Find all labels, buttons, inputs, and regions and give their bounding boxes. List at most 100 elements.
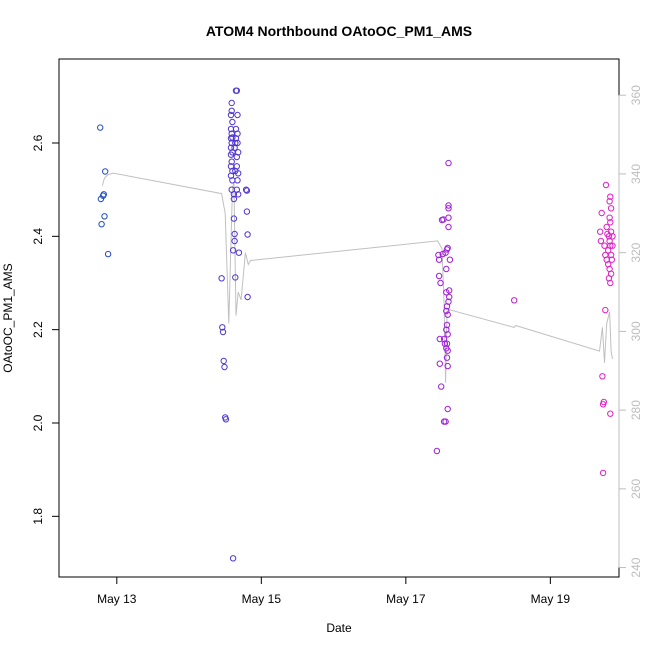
y2-tick-label: 260: [629, 478, 643, 498]
data-point: [597, 237, 605, 245]
data-point: [443, 321, 451, 329]
y2-tick-label: 280: [629, 400, 643, 420]
data-point: [437, 279, 444, 287]
y2-tick-label: 300: [629, 321, 643, 341]
data-point: [446, 287, 453, 294]
data-point: [435, 272, 443, 280]
y-axis-right: 240 260 280 300 320 340 360: [618, 85, 643, 578]
data-point: [444, 244, 451, 252]
data-point: [444, 347, 451, 354]
data-point: [443, 307, 450, 315]
data-point: [101, 213, 108, 220]
y2-tick-label: 360: [629, 85, 643, 105]
data-point: [444, 311, 451, 318]
data-point: [234, 177, 241, 184]
data-point: [606, 237, 613, 245]
data-point: [229, 118, 236, 126]
y2-tick-label: 320: [629, 242, 643, 262]
data-point: [233, 87, 241, 94]
y-axis-label: OAtoOC_PM1_AMS: [1, 263, 15, 372]
data-point: [608, 256, 615, 263]
data-point: [229, 134, 236, 141]
data-point: [228, 99, 235, 107]
chart-title: ATOM4 Northbound OAtoOC_PM1_AMS: [206, 23, 472, 39]
y-tick-label: 2.0: [31, 414, 45, 431]
data-point: [442, 418, 449, 425]
data-point: [444, 405, 451, 413]
data-point: [234, 130, 241, 137]
data-point: [244, 293, 251, 301]
data-point: [444, 362, 451, 370]
data-point: [446, 256, 454, 263]
x-tick-label: May 17: [386, 592, 426, 606]
data-point: [444, 331, 451, 338]
data-point: [607, 193, 614, 200]
data-point: [609, 233, 616, 240]
data-point: [607, 270, 615, 277]
data-point: [597, 228, 604, 235]
data-point: [231, 237, 238, 245]
data-point: [433, 447, 441, 455]
data-point: [243, 208, 251, 215]
data-point: [440, 335, 448, 343]
data-point: [599, 373, 606, 380]
x-axis-label: Date: [326, 621, 352, 635]
data-point: [231, 144, 238, 151]
data-point: [219, 328, 227, 336]
data-point: [606, 198, 613, 205]
data-point: [443, 340, 451, 347]
data-point: [511, 297, 518, 304]
data-point: [231, 230, 238, 238]
data-point: [606, 214, 613, 221]
data-point: [600, 398, 607, 406]
data-point: [220, 357, 227, 365]
data-point: [607, 279, 614, 287]
data-point: [445, 205, 452, 212]
data-points-group: [97, 87, 616, 562]
data-point: [445, 214, 452, 221]
data-point: [599, 469, 607, 477]
data-point: [222, 416, 230, 423]
data-point: [436, 360, 443, 367]
data-point: [98, 221, 105, 228]
data-point: [235, 170, 242, 177]
x-axis: May 13 May 15 May 17 May 19: [97, 576, 571, 606]
data-point: [445, 298, 452, 305]
data-point: [436, 335, 443, 343]
data-point: [228, 107, 235, 115]
data-point: [100, 191, 108, 198]
y-axis-left: 1.8 2.0 2.2 2.4 2.6: [31, 134, 60, 525]
data-point: [607, 242, 614, 249]
x-tick-label: May 19: [531, 592, 571, 606]
data-point: [235, 191, 242, 198]
right-axis-series-line-group: [101, 172, 613, 383]
data-point: [435, 251, 442, 259]
data-point: [232, 274, 239, 281]
right-axis-series-line: [101, 172, 613, 383]
data-point: [607, 410, 614, 417]
data-point: [438, 383, 445, 390]
data-point: [445, 159, 452, 167]
x-tick-label: May 13: [97, 592, 137, 606]
y-tick-label: 2.4: [31, 228, 45, 245]
y-tick-label: 2.6: [31, 134, 45, 151]
y2-tick-label: 240: [629, 557, 643, 577]
data-point: [219, 324, 226, 331]
data-point: [609, 242, 616, 249]
data-point: [244, 231, 251, 238]
data-point: [230, 215, 238, 222]
data-point: [607, 205, 615, 212]
data-point: [228, 158, 235, 165]
data-point: [102, 168, 109, 175]
data-point: [443, 265, 450, 273]
data-point: [230, 195, 238, 203]
data-point: [218, 275, 225, 282]
data-point: [607, 251, 615, 259]
data-point: [598, 209, 605, 217]
data-point: [607, 219, 614, 226]
data-point: [232, 139, 239, 147]
data-point: [435, 256, 443, 263]
data-point: [602, 181, 610, 189]
data-point: [243, 187, 251, 194]
